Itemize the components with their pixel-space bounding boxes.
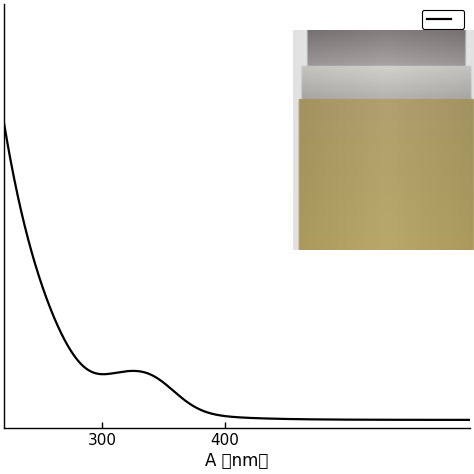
Legend:  (422, 10, 464, 28)
X-axis label: A （nm）: A （nm） (205, 452, 269, 470)
